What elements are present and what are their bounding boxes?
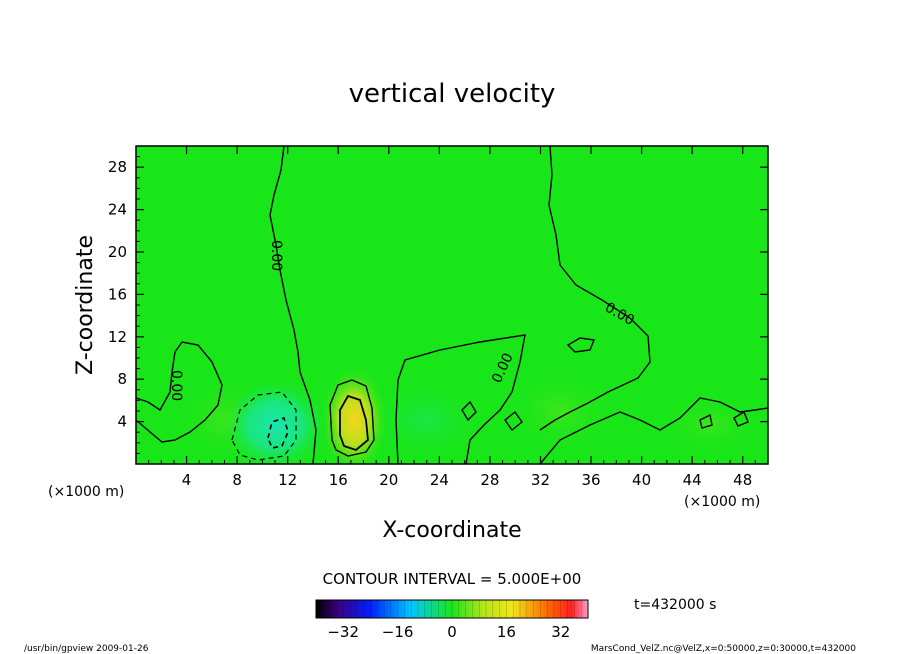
x-tick-label: 44	[683, 471, 702, 489]
y-tick-label: 4	[117, 413, 127, 431]
footer-left: /usr/bin/gpview 2009-01-26	[24, 644, 149, 654]
contour-lines	[136, 146, 768, 464]
x-tick-label: 24	[430, 471, 449, 489]
time-label: t=432000 s	[634, 597, 716, 613]
field-updraft	[320, 365, 388, 464]
contour-zero-left	[269, 146, 317, 464]
x-tick-label: 20	[379, 471, 398, 489]
y-tick-label: 16	[108, 285, 127, 303]
x-tick-label: 48	[733, 471, 752, 489]
contour-updraft-inner	[339, 394, 369, 452]
contour-label-4: 0.00	[168, 370, 184, 401]
x-tick-label: 36	[581, 471, 600, 489]
y-axis-label: Z-coordinate	[73, 235, 98, 375]
colorbar-tick-label: 32	[551, 623, 570, 641]
colorbar-tick-label: 0	[447, 623, 457, 641]
field-weak-downdraft	[365, 378, 485, 462]
colorbar-ticks: −32 −16 0 16 32	[327, 623, 570, 641]
colorbar-bins	[315, 600, 589, 618]
contour-updraft-outer	[329, 379, 375, 457]
contour-label-1: 0.00	[268, 240, 284, 271]
contour-zero-middle	[395, 334, 526, 464]
contour-interval: CONTOUR INTERVAL = 5.000E+00	[323, 570, 582, 588]
y-tick-label: 12	[108, 328, 127, 346]
plot-area: 0.00 0.00 0.00 0.00	[136, 146, 768, 464]
colorbar-tick-label: −32	[327, 623, 359, 641]
field-weak-updraft-2	[505, 370, 615, 450]
x-tick-label: 40	[632, 471, 651, 489]
x-tick-label: 32	[531, 471, 550, 489]
contour-zero-lobe-left	[136, 341, 223, 443]
contour-zero-right	[539, 146, 651, 431]
x-tick-label: 12	[278, 471, 297, 489]
colorbar-tick-label: −16	[382, 623, 414, 641]
x-tick-label: 8	[232, 471, 242, 489]
contour-closed-tiny-3	[504, 410, 523, 432]
colorbar-frame	[315, 599, 589, 619]
contour-closed-tiny-1	[699, 413, 713, 429]
x-axis: 4 8 12 16 20 24 28 32 36 40 44 48	[148, 146, 756, 489]
y-tick-label: 20	[108, 243, 127, 261]
contour-zero-right-noisy	[539, 397, 768, 464]
y-tick-label: 8	[117, 370, 127, 388]
contour-closed-tiny-4	[733, 410, 749, 427]
x-unit-label: (×1000 m)	[684, 494, 760, 510]
footer-right: MarsCond_VelZ.nc@VelZ,x=0:50000,z=0:3000…	[591, 644, 856, 654]
chart-title: vertical velocity	[349, 79, 556, 109]
colorbar-tick-label: 16	[497, 623, 516, 641]
x-tick-label: 16	[329, 471, 348, 489]
y-axis: 4 8 12 16 20 24 28	[108, 156, 768, 454]
contour-closed-tiny-2	[461, 400, 477, 422]
x-tick-label: 28	[480, 471, 499, 489]
x-tick-label: 4	[182, 471, 192, 489]
contour-closed-small	[566, 337, 595, 353]
y-tick-label: 28	[108, 158, 127, 176]
y-unit-label: (×1000 m)	[48, 484, 124, 500]
y-tick-label: 24	[108, 201, 127, 219]
x-axis-label: X-coordinate	[382, 518, 521, 543]
